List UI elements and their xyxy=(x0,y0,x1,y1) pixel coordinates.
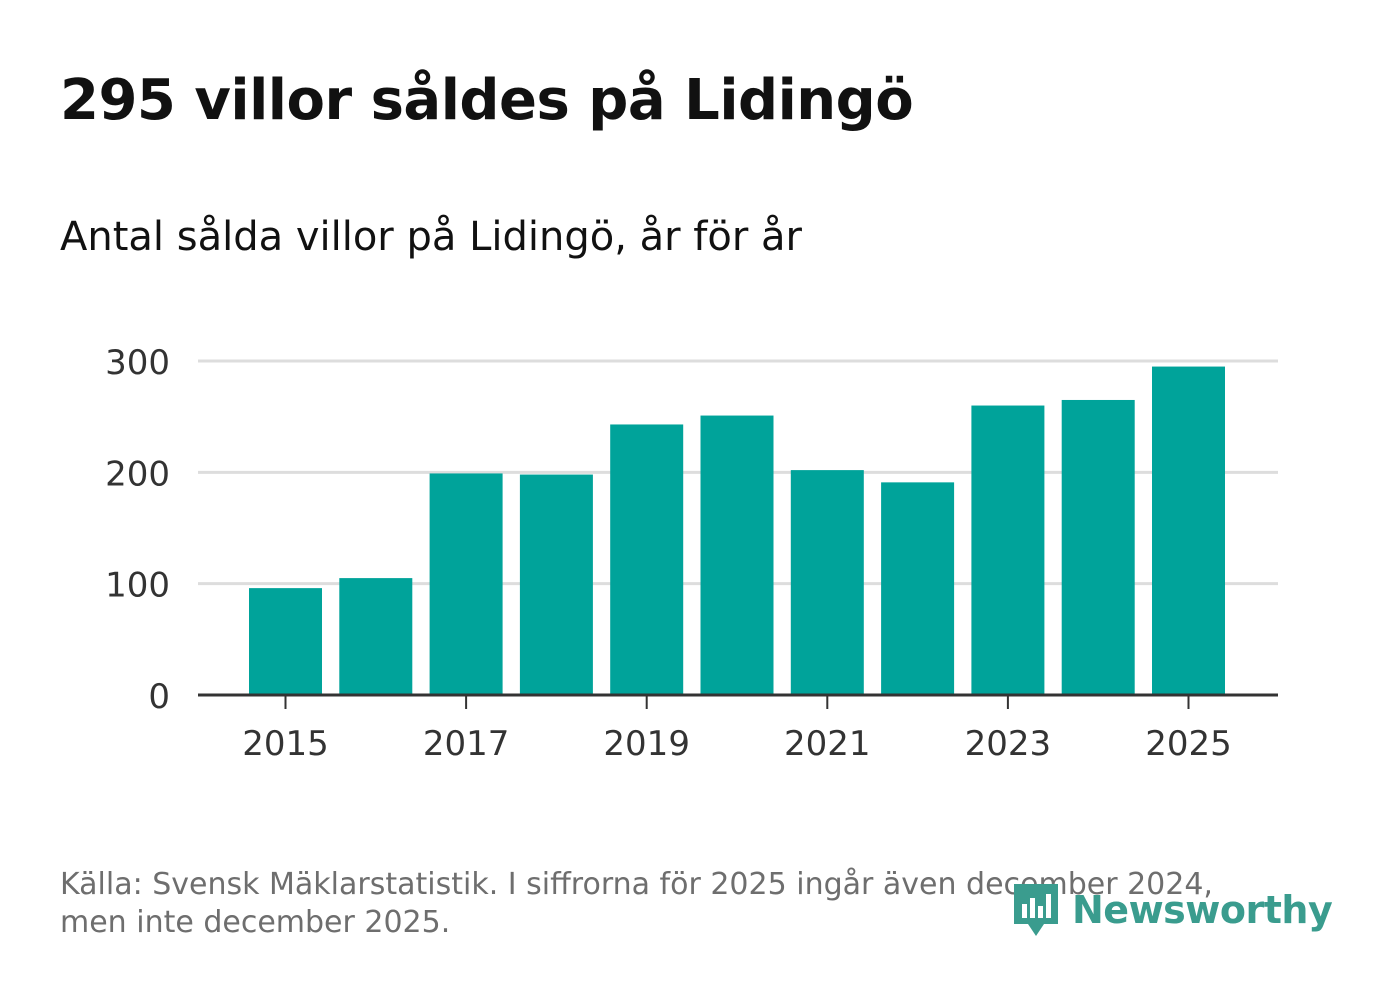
newsworthy-logo-icon xyxy=(1014,884,1058,936)
x-tick-label-2017: 2017 xyxy=(423,724,510,764)
axes: 0 100 200 300 2015 2017 2019 2021 2023 2025 xyxy=(105,343,1278,764)
y-tick-label-0: 0 xyxy=(148,677,170,717)
x-tick-label-2019: 2019 xyxy=(603,724,690,764)
bars xyxy=(249,366,1225,695)
bar-2023 xyxy=(971,405,1045,695)
x-tick-label-2015: 2015 xyxy=(242,724,329,764)
bar-2017 xyxy=(429,473,503,695)
bar-2021 xyxy=(790,470,864,695)
y-tick-label-200: 200 xyxy=(105,454,170,494)
x-tick-label-2021: 2021 xyxy=(784,724,871,764)
x-tick-label-2023: 2023 xyxy=(965,724,1052,764)
bar-2020 xyxy=(700,415,774,695)
logo-text: Newsworthy xyxy=(1072,888,1333,932)
bar-2016 xyxy=(339,578,413,695)
bar-2022 xyxy=(881,482,955,695)
x-tick-label-2025: 2025 xyxy=(1145,724,1232,764)
source-line-2: men inte december 2025. xyxy=(60,905,451,940)
y-tick-label-100: 100 xyxy=(105,566,170,606)
chart-subtitle: Antal sålda villor på Lidingö, år för år xyxy=(60,214,802,260)
y-tick-label-300: 300 xyxy=(105,343,170,383)
bar-2019 xyxy=(610,424,684,695)
newsworthy-logo: Newsworthy xyxy=(1010,880,1333,940)
bar-2018 xyxy=(519,474,593,695)
bar-2015 xyxy=(249,588,322,695)
bar-2024 xyxy=(1061,399,1135,695)
chart-title: 295 villor såldes på Lidingö xyxy=(60,68,914,133)
bar-2025 xyxy=(1152,366,1225,695)
